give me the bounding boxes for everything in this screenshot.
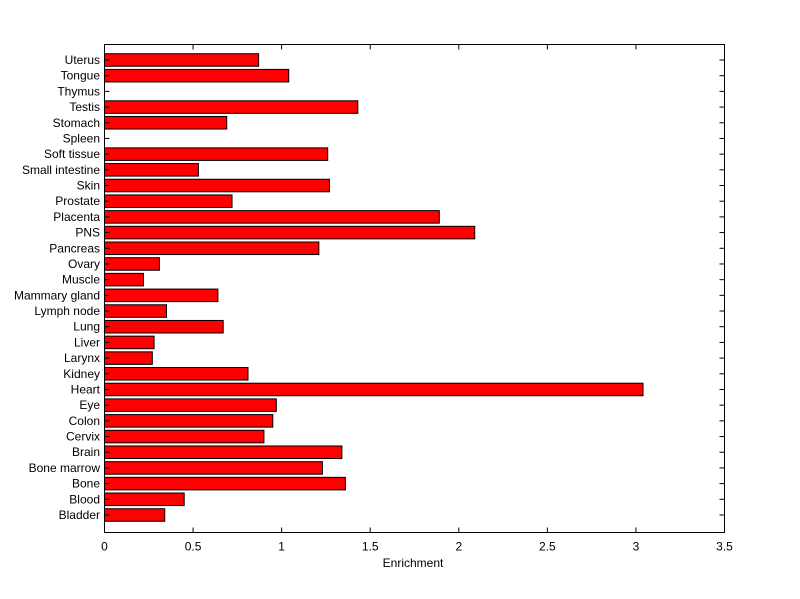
x-tick-label: 1.5: [362, 540, 379, 554]
bar-pancreas: [104, 241, 320, 256]
bar-muscle: [104, 272, 144, 287]
bar-stomach: [104, 115, 228, 130]
bar-soft-tissue: [104, 147, 329, 161]
bar-larynx: [104, 351, 153, 365]
x-tick-label: 3.5: [716, 540, 733, 554]
plot-frame: [104, 44, 725, 533]
x-tick-label: 1: [278, 540, 285, 554]
category-label-colon: Colon: [69, 414, 100, 428]
category-label-prostate: Prostate: [55, 194, 100, 208]
bar-brain: [104, 445, 343, 460]
bar-mammary-gland: [104, 288, 219, 303]
x-tick-label: 0.5: [185, 540, 202, 554]
category-label-kidney: Kidney: [63, 367, 100, 381]
bar-heart: [104, 382, 644, 397]
category-label-blood: Blood: [69, 492, 100, 506]
bar-lung: [104, 319, 224, 334]
x-tick-labels-group: 0 0.5 1 1.5 2 2.5 3 3.5: [101, 540, 733, 554]
category-label-heart: Heart: [71, 382, 101, 396]
category-label-brain: Brain: [72, 445, 100, 459]
bar-skin: [104, 178, 330, 193]
category-label-uterus: Uterus: [65, 53, 100, 67]
category-label-lung: Lung: [73, 320, 100, 334]
category-label-bladder: Bladder: [59, 508, 100, 522]
bar-placenta: [104, 210, 440, 224]
bar-prostate: [104, 194, 233, 208]
category-label-pns: PNS: [75, 226, 100, 240]
category-label-thymus: Thymus: [57, 84, 100, 98]
bar-uterus: [104, 53, 260, 67]
category-label-mammary-gland: Mammary gland: [14, 288, 100, 302]
bar-tongue: [104, 68, 290, 83]
category-label-placenta: Placenta: [53, 210, 100, 224]
category-label-ovary: Ovary: [68, 257, 100, 271]
x-tick-label: 2.5: [539, 540, 556, 554]
bar-testis: [104, 100, 359, 114]
category-label-lymph-node: Lymph node: [34, 304, 100, 318]
bar-ovary: [104, 257, 160, 271]
bar-bone-marrow: [104, 461, 323, 475]
category-label-skin: Skin: [77, 179, 100, 193]
category-label-larynx: Larynx: [64, 351, 100, 365]
x-tick-label: 0: [101, 540, 108, 554]
x-tick-label: 2: [455, 540, 462, 554]
bar-pns: [104, 225, 476, 240]
bar-eye: [104, 398, 277, 412]
category-label-stomach: Stomach: [53, 116, 100, 130]
bar-kidney: [104, 367, 249, 381]
bar-cervix: [104, 429, 265, 444]
category-label-soft-tissue: Soft tissue: [44, 147, 100, 161]
category-label-bone: Bone: [72, 477, 100, 491]
bar-small-intestine: [104, 163, 199, 177]
category-label-eye: Eye: [79, 398, 100, 412]
bar-liver: [104, 335, 155, 350]
category-label-cervix: Cervix: [66, 430, 100, 444]
category-label-muscle: Muscle: [62, 273, 100, 287]
category-label-tongue: Tongue: [61, 69, 101, 83]
category-label-liver: Liver: [74, 335, 100, 349]
category-label-testis: Testis: [69, 100, 100, 114]
bar-lymph-node: [104, 304, 167, 318]
category-label-small-intestine: Small intestine: [22, 163, 100, 177]
category-label-bone-marrow: Bone marrow: [29, 461, 101, 475]
x-axis-label: Enrichment: [383, 556, 444, 570]
bar-blood: [104, 492, 185, 507]
bar-colon: [104, 414, 274, 428]
bar-bone: [104, 476, 346, 491]
category-label-spleen: Spleen: [63, 131, 100, 145]
bar-bladder: [104, 508, 166, 522]
x-tick-label: 3: [633, 540, 640, 554]
category-label-pancreas: Pancreas: [49, 241, 100, 255]
